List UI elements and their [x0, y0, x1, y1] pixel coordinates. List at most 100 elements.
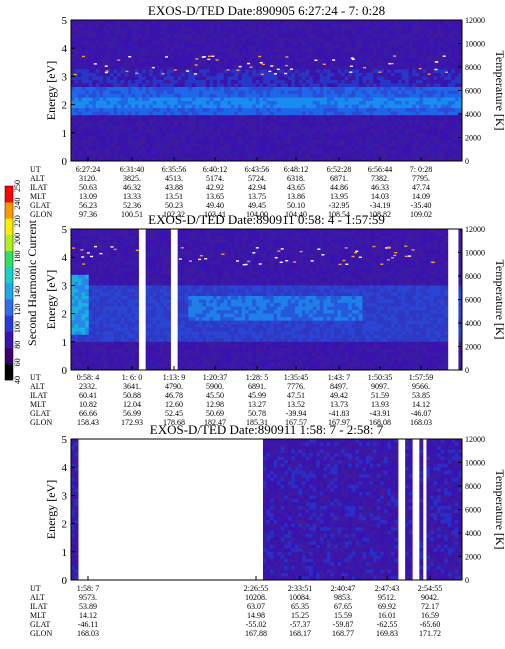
heatmap-cell	[412, 125, 417, 130]
heatmap-cell	[184, 125, 189, 130]
heatmap-cell	[159, 129, 164, 134]
heatmap-cell	[273, 115, 278, 120]
heatmap-cell	[195, 51, 200, 56]
heatmap-cell	[81, 285, 86, 290]
heatmap-cell	[323, 51, 328, 56]
heatmap-cell	[99, 83, 104, 88]
heatmap-cell	[124, 122, 129, 127]
heatmap-cell	[270, 132, 274, 137]
heatmap-cell	[337, 48, 342, 53]
heatmap-cell	[223, 48, 228, 53]
heatmap-cell	[344, 122, 349, 127]
heatmap-cell	[234, 27, 239, 31]
heatmap-cell	[106, 118, 111, 123]
heatmap-cell	[266, 27, 271, 31]
heatmap-cell	[181, 65, 186, 70]
heatmap-cell	[95, 267, 100, 272]
heatmap-cell	[277, 146, 282, 151]
heatmap-cell	[74, 355, 79, 360]
heatmap-cell	[330, 65, 335, 70]
heatmap-cell	[152, 125, 157, 130]
heatmap-cell	[142, 55, 147, 60]
heatmap-cell	[351, 86, 356, 91]
heatmap-cell	[127, 101, 132, 105]
heatmap-cell	[422, 69, 427, 74]
heatmap-cell	[376, 30, 381, 35]
heatmap-cell	[71, 94, 75, 98]
trace-point	[208, 55, 211, 57]
heatmap-cell	[198, 132, 203, 137]
heatmap-cell	[106, 94, 111, 98]
heatmap-cell	[198, 125, 203, 130]
heatmap-cell	[227, 136, 232, 141]
heatmap-cell	[145, 104, 150, 109]
heatmap-cell	[294, 125, 299, 130]
heatmap-cell	[437, 143, 442, 148]
heatmap-cell	[209, 79, 214, 84]
heatmap-cell	[330, 48, 335, 53]
heatmap-cell	[344, 34, 349, 39]
heatmap-cell	[394, 62, 399, 67]
heatmap-cell	[71, 303, 75, 307]
heatmap-cell	[312, 41, 317, 46]
heatmap-cell	[99, 352, 104, 357]
heatmap-cell	[351, 23, 356, 28]
heatmap-cell	[351, 62, 356, 67]
heatmap-cell	[319, 122, 324, 127]
heatmap-cell	[78, 327, 83, 332]
heatmap-cell	[390, 20, 395, 24]
heatmap-cell	[106, 115, 111, 120]
table-row-label: GLAT	[30, 201, 51, 210]
heatmap-cell	[419, 153, 424, 158]
heatmap-cell	[373, 34, 378, 39]
heatmap-cell	[262, 115, 267, 120]
heatmap-cell	[284, 143, 289, 148]
heatmap-cell	[412, 143, 417, 148]
heatmap-cell	[323, 20, 328, 24]
heatmap-cell	[177, 101, 182, 105]
heatmap-cell	[444, 51, 449, 56]
heatmap-cell	[366, 153, 370, 158]
heatmap-cell	[166, 51, 171, 56]
heatmap-cell	[390, 30, 395, 35]
heatmap-cell	[102, 310, 107, 314]
heatmap-cell	[92, 257, 97, 262]
heatmap-cell	[142, 62, 147, 67]
heatmap-cell	[99, 41, 104, 46]
heatmap-cell	[227, 104, 232, 109]
heatmap-cell	[216, 27, 221, 31]
heatmap-cell	[255, 37, 260, 42]
heatmap-cell	[230, 86, 235, 91]
heatmap-cell	[316, 65, 321, 70]
heatmap-cell	[174, 41, 179, 46]
heatmap-cell	[138, 30, 143, 35]
heatmap-cell	[280, 111, 285, 116]
heatmap-cell	[287, 44, 292, 49]
heatmap-cell	[408, 125, 413, 130]
heatmap-cell	[422, 55, 427, 60]
heatmap-cell	[71, 338, 75, 343]
heatmap-cell	[191, 143, 196, 148]
heatmap-cell	[262, 139, 267, 144]
heatmap-cell	[408, 44, 413, 49]
heatmap-cell	[401, 86, 406, 91]
heatmap-cell	[110, 97, 115, 102]
heatmap-cell	[191, 34, 196, 39]
heatmap-cell	[323, 55, 328, 60]
heatmap-cell	[447, 23, 452, 28]
heatmap-cell	[195, 27, 200, 31]
heatmap-cell	[273, 27, 278, 31]
heatmap-cell	[81, 146, 86, 151]
heatmap-cell	[95, 236, 100, 240]
heatmap-cell	[95, 320, 100, 325]
heatmap-cell	[369, 136, 374, 141]
heatmap-cell	[380, 23, 385, 28]
heatmap-cell	[166, 136, 171, 141]
heatmap-cell	[344, 129, 349, 134]
heatmap-cell	[369, 27, 374, 31]
heatmap-cell	[138, 136, 143, 141]
heatmap-cell	[71, 243, 75, 248]
heatmap-cell	[209, 48, 214, 53]
heatmap-cell	[298, 51, 303, 56]
heatmap-cell	[280, 97, 285, 102]
